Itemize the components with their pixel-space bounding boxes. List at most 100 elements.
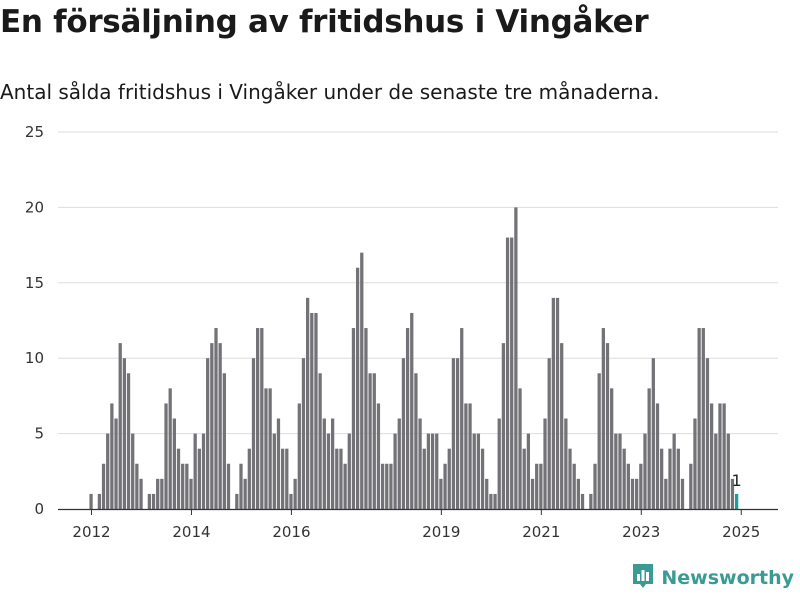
bar	[343, 463, 347, 509]
x-tick-label: 2012	[72, 523, 110, 541]
bar	[210, 343, 214, 509]
bar	[489, 493, 493, 509]
bar	[393, 433, 397, 509]
bar	[455, 358, 460, 509]
bar	[480, 448, 485, 509]
bar	[364, 328, 368, 509]
bar	[101, 463, 106, 509]
bar	[114, 418, 118, 509]
bar	[655, 403, 660, 509]
bar	[614, 433, 618, 509]
bar	[680, 478, 685, 509]
x-tick-label: 2021	[522, 523, 560, 541]
bar	[89, 493, 93, 509]
bar	[201, 433, 206, 509]
x-tick-label: 2016	[272, 523, 310, 541]
bar	[726, 433, 730, 509]
bar	[610, 388, 614, 509]
bar	[372, 373, 376, 509]
bar	[185, 463, 189, 509]
bar	[239, 463, 243, 509]
bar	[672, 433, 676, 509]
bar	[339, 448, 343, 509]
bar	[380, 463, 385, 509]
bar	[118, 343, 122, 509]
bar	[189, 478, 193, 509]
bar	[260, 328, 264, 509]
bar	[622, 448, 626, 509]
bar	[110, 403, 114, 509]
bar	[676, 448, 680, 509]
bar	[368, 373, 372, 509]
bar	[226, 463, 231, 509]
bar	[430, 433, 435, 509]
y-tick-label: 0	[34, 500, 44, 518]
bar	[410, 312, 414, 509]
bar	[160, 478, 164, 509]
bar	[601, 328, 605, 509]
bar	[535, 463, 539, 509]
bar	[468, 403, 472, 509]
bar	[256, 328, 260, 509]
bar	[264, 388, 268, 509]
bar	[501, 343, 506, 509]
bar	[722, 403, 726, 509]
newsworthy-logo[interactable]: Newsworthy	[631, 562, 794, 594]
bar	[526, 433, 531, 509]
bar	[272, 433, 276, 509]
bar	[647, 388, 651, 509]
x-axis: 2012 2014 2016 2019 2021 2023 2025	[58, 508, 778, 541]
bar	[131, 433, 135, 509]
bar	[314, 312, 318, 509]
bar	[718, 403, 722, 509]
bar	[589, 493, 593, 509]
bar	[714, 433, 718, 509]
bar	[447, 448, 451, 509]
bar	[597, 373, 601, 509]
newsworthy-chart-icon	[631, 562, 655, 594]
bar	[151, 493, 156, 509]
bar	[510, 237, 514, 509]
bar	[397, 418, 401, 509]
bar	[389, 463, 393, 509]
bar	[172, 418, 176, 509]
bar	[156, 478, 160, 509]
bar	[539, 463, 543, 509]
bar	[580, 493, 585, 509]
bar	[422, 448, 426, 509]
newsworthy-brand-name: Newsworthy	[661, 567, 794, 589]
bar	[235, 493, 239, 509]
bar	[335, 448, 339, 509]
bar	[651, 358, 655, 509]
bar	[164, 403, 168, 509]
bar	[176, 448, 181, 509]
gridlines	[58, 131, 778, 435]
bar	[297, 403, 301, 509]
bar	[318, 373, 322, 509]
bar	[639, 463, 643, 509]
bar	[593, 463, 597, 509]
bar	[289, 493, 293, 509]
bar	[181, 463, 185, 509]
bar	[505, 237, 510, 509]
bar	[306, 297, 310, 509]
chart-title: En försäljning av fritidshus i Vingåker	[0, 4, 649, 40]
bar	[643, 433, 647, 509]
bar	[376, 403, 381, 509]
bar	[605, 343, 610, 509]
bar	[464, 403, 468, 509]
bar	[497, 418, 501, 509]
bar	[139, 478, 143, 509]
bar	[701, 328, 705, 509]
bar	[268, 388, 272, 509]
bar	[664, 478, 668, 509]
bar	[222, 373, 226, 509]
y-tick-label: 10	[25, 349, 44, 367]
last-value-label: 1	[732, 471, 742, 490]
bar	[301, 358, 306, 509]
bar	[543, 418, 547, 509]
bar	[147, 493, 151, 509]
y-tick-label: 5	[34, 425, 44, 443]
bar	[635, 478, 639, 509]
